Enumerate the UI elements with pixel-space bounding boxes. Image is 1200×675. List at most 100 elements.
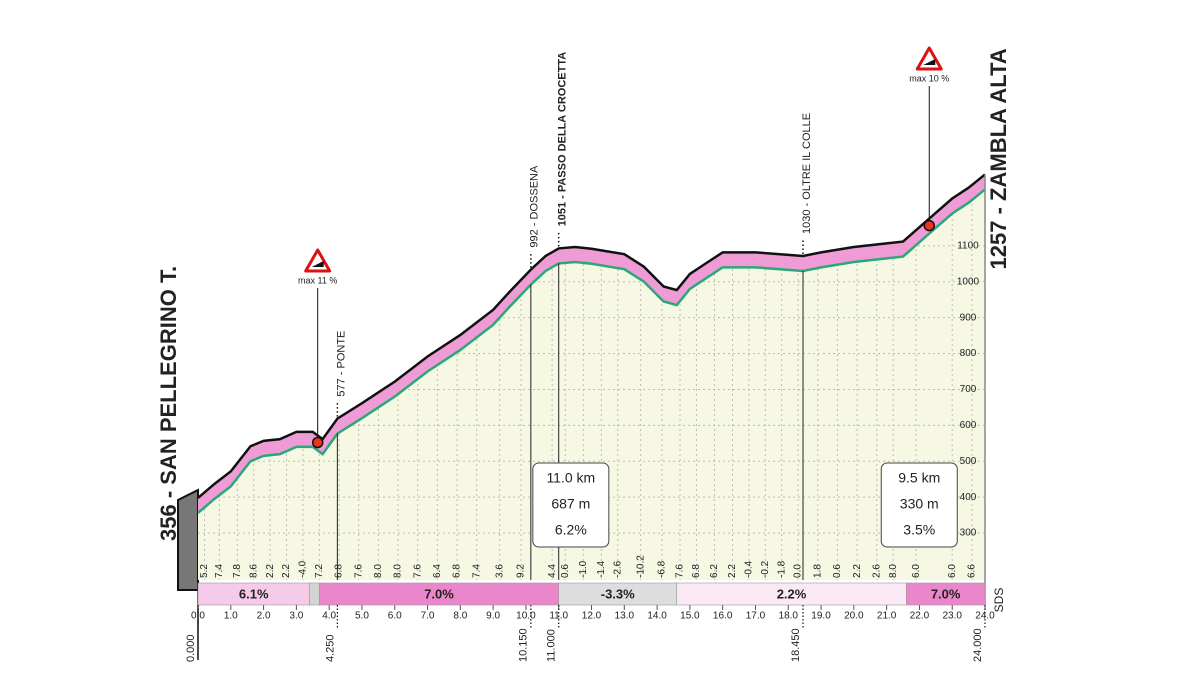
segment-label: 6.1% xyxy=(239,586,269,601)
y-tick-label: 500 xyxy=(960,456,977,467)
y-tick-label: 600 xyxy=(960,420,977,431)
gradient-label: 6.0 xyxy=(947,564,958,578)
summary-box xyxy=(880,462,958,548)
waypoint-label: 577 - PONTE xyxy=(335,331,347,397)
summary-text: 9.5 km xyxy=(898,470,940,486)
gradient-label: 0.6 xyxy=(832,564,843,578)
start-wall xyxy=(177,488,199,591)
gradient-label: 7.2 xyxy=(314,564,325,578)
segment-label: 7.0% xyxy=(424,586,454,601)
gradient-label: 3.6 xyxy=(494,564,505,578)
waypoint-label: 1051 - PASSO DELLA CROCETTA xyxy=(557,52,569,227)
max-point xyxy=(923,219,936,232)
gradient-label: 0.0 xyxy=(793,564,804,578)
x-tick-label: 12.0 xyxy=(582,611,602,622)
y-tick-label: 700 xyxy=(960,384,977,395)
gradient-label: 7.8 xyxy=(232,564,243,578)
gradient-label: -2.6 xyxy=(612,560,623,578)
gradient-segment xyxy=(905,582,986,606)
x-tick-label: 17.0 xyxy=(746,611,766,622)
x-tick-label: 15.0 xyxy=(680,611,700,622)
y-tick-label: 300 xyxy=(960,528,977,539)
x-tick-label: 5.0 xyxy=(355,611,369,622)
x-tick-label: 7.0 xyxy=(421,611,435,622)
x-tick-label: 1.0 xyxy=(224,611,238,622)
gradient-label: 6.8 xyxy=(452,564,463,578)
km-marker-label: 18.450 xyxy=(790,628,802,662)
gradient-segment xyxy=(309,582,320,606)
gradient-label: 6.8 xyxy=(691,564,702,578)
gradient-label: 8.0 xyxy=(373,564,384,578)
gradient-label: 6.6 xyxy=(967,564,978,578)
x-tick-label: 21.0 xyxy=(877,611,897,622)
max-label: max 10 % xyxy=(909,73,949,83)
warning-icon xyxy=(304,248,332,273)
gradient-label: 2.6 xyxy=(871,564,882,578)
x-tick-label: 10.0 xyxy=(516,611,536,622)
profile-area xyxy=(198,189,985,580)
y-tick-label: 400 xyxy=(960,492,977,503)
gradient-label: 8.0 xyxy=(393,564,404,578)
gradient-label: 7.6 xyxy=(353,564,364,578)
x-tick-label: 19.0 xyxy=(811,611,831,622)
gradient-label: 8.6 xyxy=(248,564,259,578)
warning-icon-slope xyxy=(923,59,936,65)
gradient-label: -0.2 xyxy=(760,560,771,578)
gradient-label: -6.8 xyxy=(657,560,668,578)
x-tick-label: 23.0 xyxy=(942,611,962,622)
km-marker-label: 10.150 xyxy=(518,628,530,662)
km-marker-label: 11.000 xyxy=(546,629,558,662)
gradient-label: 7.6 xyxy=(675,564,686,578)
gradient-label: -4.0 xyxy=(298,560,309,578)
gradient-label: -0.4 xyxy=(744,560,755,578)
gradient-label: 1.8 xyxy=(812,564,823,578)
x-tick-label: 2.0 xyxy=(257,611,271,622)
summary-text: 330 m xyxy=(900,496,939,512)
y-tick-label: 1100 xyxy=(957,240,979,251)
km-marker-label: 0.000 xyxy=(185,634,197,662)
warning-icon xyxy=(915,46,943,71)
gradient-label: -1.0 xyxy=(578,560,589,578)
x-tick-label: 8.0 xyxy=(453,611,467,622)
warning-icon-slope xyxy=(311,261,324,267)
gradient-label: 6.0 xyxy=(911,564,922,578)
y-tick-label: 900 xyxy=(960,312,977,323)
x-tick-label: 6.0 xyxy=(388,611,402,622)
gradient-label: 4.4 xyxy=(547,564,558,578)
gradient-label: -1.8 xyxy=(776,560,787,578)
x-tick-label: 18.0 xyxy=(779,611,799,622)
summary-text: 687 m xyxy=(551,496,590,512)
gradient-label: 0.6 xyxy=(560,564,571,578)
x-tick-label: 14.0 xyxy=(647,611,667,622)
km-marker-label: 24.000 xyxy=(972,628,984,662)
gradient-label: -1.4 xyxy=(596,560,607,578)
profile-band xyxy=(198,174,985,513)
x-tick-label: 22.0 xyxy=(910,611,930,622)
gradient-label: 7.4 xyxy=(471,564,482,578)
gradient-label: 2.2 xyxy=(265,564,276,578)
x-tick-label: 13.0 xyxy=(615,611,635,622)
x-tick-label: 4.0 xyxy=(322,611,336,622)
end-label: 1257 - ZAMBLA ALTA xyxy=(986,48,1011,269)
x-tick-label: 16.0 xyxy=(713,611,733,622)
gradient-label: 6.8 xyxy=(334,564,345,578)
gradient-label: 6.2 xyxy=(709,564,720,578)
gradient-label: 7.6 xyxy=(412,564,423,578)
waypoint-label: 1030 - OLTRE IL COLLE xyxy=(801,113,813,234)
segment-label: 2.2% xyxy=(777,586,807,601)
summary-text: 6.2% xyxy=(555,522,587,538)
gradient-label: 2.2 xyxy=(281,564,292,578)
segment-label: 7.0% xyxy=(931,586,961,601)
y-tick-label: 1000 xyxy=(957,276,980,287)
summary-text: 3.5% xyxy=(903,522,935,538)
gradient-label: 2.2 xyxy=(852,564,863,578)
segment-label: -3.3% xyxy=(601,586,635,601)
gradient-label: 6.4 xyxy=(432,564,443,578)
gradient-label: -10.2 xyxy=(635,555,646,578)
max-point xyxy=(311,436,324,449)
gradient-label: 9.2 xyxy=(516,564,527,578)
x-tick-label: 9.0 xyxy=(486,611,500,622)
waypoint-label: 992 - DOSSENA xyxy=(529,165,541,248)
gradient-label: 8.0 xyxy=(888,564,899,578)
